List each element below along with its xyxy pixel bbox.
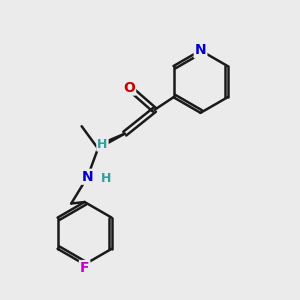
Text: N: N — [82, 170, 93, 184]
Text: H: H — [101, 172, 111, 185]
Text: N: N — [195, 44, 206, 57]
Text: F: F — [80, 261, 89, 275]
Text: H: H — [97, 138, 108, 151]
Text: O: O — [123, 81, 135, 94]
